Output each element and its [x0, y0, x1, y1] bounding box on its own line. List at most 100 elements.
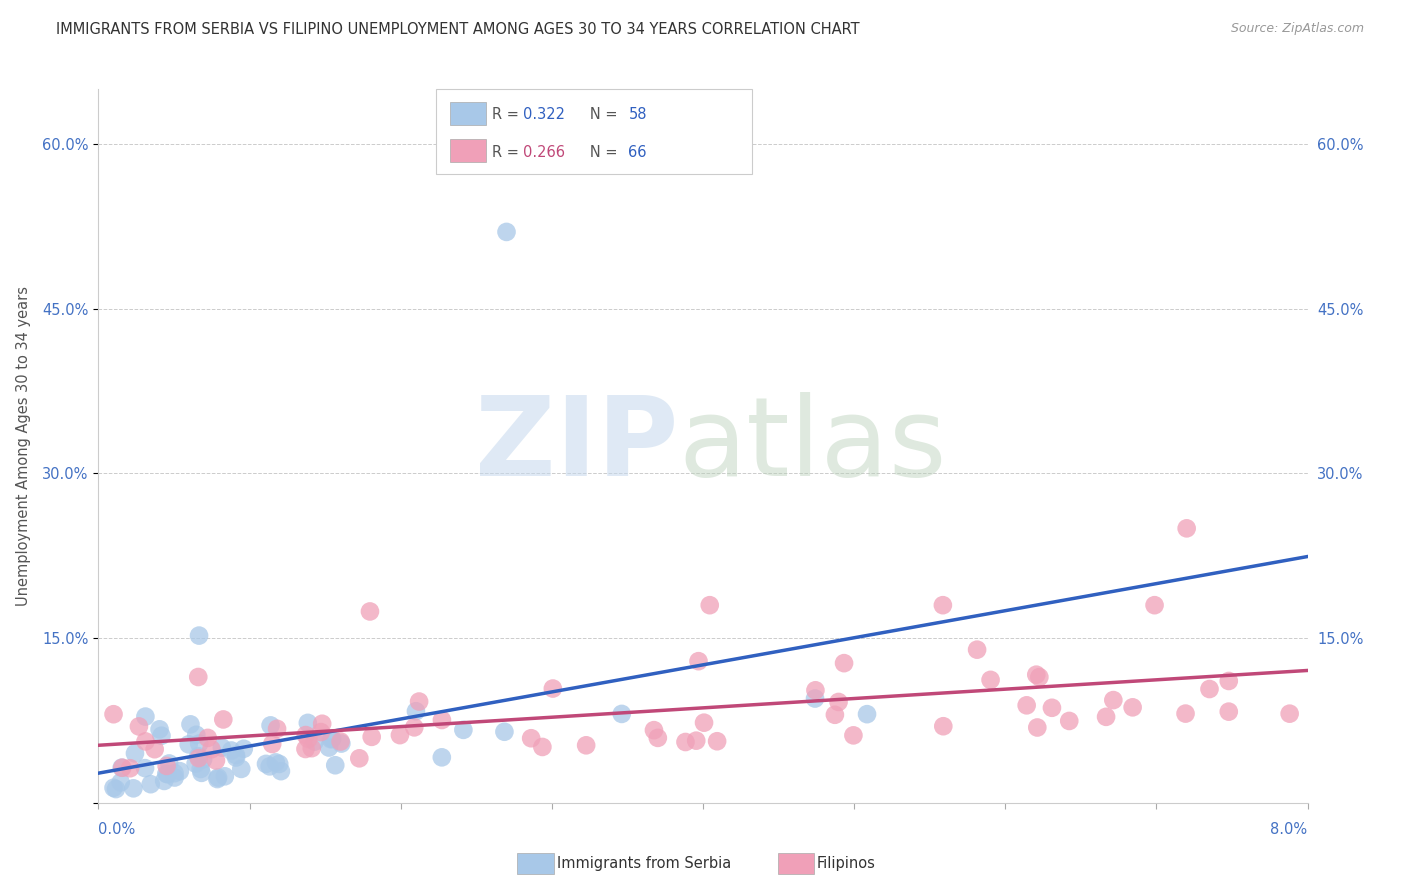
Point	[643, 723, 665, 738]
Point	[231, 762, 253, 776]
Point	[430, 713, 453, 727]
Point	[359, 604, 381, 618]
Point	[311, 716, 333, 731]
Point	[932, 719, 955, 733]
Point	[264, 756, 287, 770]
Point	[179, 717, 201, 731]
Point	[128, 719, 150, 733]
Point	[706, 734, 728, 748]
Point	[259, 759, 281, 773]
Point	[212, 713, 235, 727]
Point	[804, 691, 827, 706]
Point	[190, 765, 212, 780]
Text: N =: N =	[576, 145, 623, 160]
Point	[221, 743, 243, 757]
Point	[111, 761, 134, 775]
Point	[197, 731, 219, 745]
Point	[103, 780, 125, 795]
Point	[330, 737, 353, 751]
Point	[520, 731, 543, 746]
Point	[408, 694, 430, 708]
Text: R =: R =	[492, 107, 523, 122]
Point	[188, 737, 211, 751]
Point	[1198, 681, 1220, 696]
Point	[824, 707, 846, 722]
Point	[388, 728, 411, 742]
Point	[832, 656, 855, 670]
Point	[225, 750, 247, 764]
Point	[187, 670, 209, 684]
Point	[153, 773, 176, 788]
Point	[187, 749, 209, 764]
Point	[323, 758, 346, 772]
Text: 0.266: 0.266	[523, 145, 565, 160]
Point	[157, 756, 180, 771]
Point	[1278, 706, 1301, 721]
Text: Immigrants from Serbia: Immigrants from Serbia	[557, 856, 731, 871]
Point	[856, 707, 879, 722]
Point	[110, 775, 132, 789]
Point	[134, 761, 156, 775]
Point	[541, 681, 564, 696]
Point	[405, 704, 427, 718]
Point	[430, 750, 453, 764]
Point	[186, 728, 208, 742]
Point	[188, 629, 211, 643]
Point	[453, 723, 475, 737]
Point	[266, 722, 288, 736]
Point	[155, 767, 177, 781]
Point	[966, 642, 988, 657]
Point	[531, 739, 554, 754]
Point	[262, 737, 284, 751]
Point	[232, 741, 254, 756]
Point	[688, 654, 710, 668]
Point	[495, 225, 517, 239]
Text: 0.322: 0.322	[523, 107, 565, 122]
Point	[163, 766, 186, 780]
Point	[134, 734, 156, 748]
Text: 0.0%: 0.0%	[98, 822, 135, 837]
Text: atlas: atlas	[679, 392, 948, 500]
Point	[184, 756, 207, 771]
Point	[139, 777, 162, 791]
Point	[1143, 598, 1166, 612]
Point	[156, 759, 179, 773]
Point	[1175, 521, 1198, 535]
Point	[304, 734, 326, 748]
Point	[301, 741, 323, 756]
Point	[207, 772, 229, 786]
Point	[134, 709, 156, 723]
Point	[827, 695, 849, 709]
Point	[932, 598, 955, 612]
Point	[156, 767, 179, 781]
Point	[103, 707, 125, 722]
Point	[187, 751, 209, 765]
Point	[360, 730, 382, 744]
Point	[190, 762, 212, 776]
Point	[177, 737, 200, 751]
Point	[1122, 700, 1144, 714]
Point	[1102, 693, 1125, 707]
Text: 58: 58	[628, 107, 647, 122]
Point	[148, 723, 170, 737]
Text: R =: R =	[492, 145, 523, 160]
Point	[575, 739, 598, 753]
Point	[254, 756, 277, 771]
Point	[685, 733, 707, 747]
Point	[1057, 714, 1080, 728]
Point	[214, 769, 236, 783]
Text: 66: 66	[628, 145, 647, 160]
Point	[693, 715, 716, 730]
Point	[205, 754, 228, 768]
Point	[1040, 700, 1063, 714]
Y-axis label: Unemployment Among Ages 30 to 34 years: Unemployment Among Ages 30 to 34 years	[15, 286, 31, 606]
Point	[1095, 710, 1118, 724]
Point	[294, 742, 316, 756]
Point	[349, 751, 371, 765]
Point	[297, 715, 319, 730]
Point	[163, 771, 186, 785]
Point	[200, 742, 222, 756]
Point	[269, 756, 291, 771]
Point	[211, 740, 233, 755]
Text: Source: ZipAtlas.com: Source: ZipAtlas.com	[1230, 22, 1364, 36]
